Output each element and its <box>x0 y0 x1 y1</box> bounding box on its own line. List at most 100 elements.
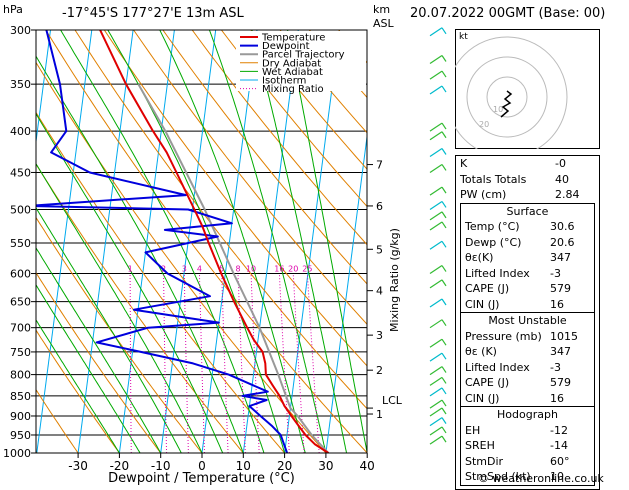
row-value: 30.6 <box>550 219 590 235</box>
surface-title: Surface <box>461 204 594 220</box>
row-label: K <box>460 156 467 172</box>
table-row: SREH-14 <box>461 438 594 454</box>
row-value: 20.6 <box>550 235 590 251</box>
wind-barb <box>430 132 442 140</box>
temp-tick-label: 40 <box>360 459 375 473</box>
lcl-label: LCL <box>382 394 403 407</box>
pressure-tick-label: 600 <box>10 268 31 281</box>
row-value: 347 <box>550 344 590 360</box>
row-value: 60° <box>550 454 590 470</box>
wind-barb-flag <box>442 201 446 207</box>
wind-barb <box>430 212 442 220</box>
wind-barb <box>430 367 442 375</box>
table-row: EH-12 <box>461 423 594 439</box>
row-value: -3 <box>550 266 590 282</box>
row-label: EH <box>465 423 480 439</box>
row-value: -0 <box>555 156 595 172</box>
wind-barb <box>430 299 442 307</box>
wind-barb-flag <box>442 388 446 394</box>
wind-barb <box>430 353 442 361</box>
wind-barb <box>430 222 442 230</box>
wind-barb <box>430 241 442 249</box>
wind-barb <box>430 280 442 288</box>
hodograph-title: Hodograph <box>461 407 594 423</box>
wind-barb-flag <box>442 400 446 406</box>
row-label: Lifted Index <box>465 360 530 376</box>
pressure-tick-label: 550 <box>10 237 31 250</box>
wind-barb-flag <box>442 86 446 92</box>
x-axis-title: Dewpoint / Temperature (°C) <box>108 471 295 486</box>
row-label: PW (cm) <box>460 187 506 203</box>
table-row: CIN (J)16 <box>461 297 594 313</box>
wind-barb-flag <box>442 339 446 345</box>
row-value: 16 <box>550 391 590 407</box>
wind-barb-flag <box>442 266 446 272</box>
temp-tick-label: -30 <box>68 459 88 473</box>
table-row: Lifted Index-3 <box>461 360 594 376</box>
row-label: CAPE (J) <box>465 375 509 391</box>
wind-barb-flag <box>442 320 446 326</box>
table-row: PW (cm)2.84 <box>456 187 599 203</box>
wind-barb <box>430 400 442 408</box>
isotherm-line <box>0 30 9 453</box>
wind-barb-flag <box>442 427 446 433</box>
mixing-ratio-label: 8 <box>235 265 240 274</box>
mixing-ratio-label: 20 <box>288 265 298 274</box>
mixing-ratio-label: 3 <box>182 265 187 274</box>
wind-barb <box>430 418 442 426</box>
most-unstable-title: Most Unstable <box>461 313 594 329</box>
row-label: CIN (J) <box>465 297 499 313</box>
pressure-tick-label: 850 <box>10 390 31 403</box>
row-value: 347 <box>550 250 590 266</box>
hodograph-ring-label: 20 <box>479 120 489 129</box>
wind-barb <box>430 408 442 416</box>
wind-barb-flag <box>442 418 446 424</box>
wet-adiabat-line <box>61 30 264 453</box>
wind-barb-flag <box>442 436 446 442</box>
row-label: Dewp (°C) <box>465 235 521 251</box>
wind-barb-flag <box>442 55 446 61</box>
table-row: Pressure (mb)1015 <box>461 329 594 345</box>
wind-barb-flag <box>442 132 446 138</box>
row-label: CIN (J) <box>465 391 499 407</box>
mixing-ratio-label: 1 <box>128 265 133 274</box>
isotherm-line <box>326 30 381 453</box>
pressure-tick-label: 500 <box>10 203 31 216</box>
dewpoint-profile <box>28 30 288 453</box>
pressure-tick-label: 900 <box>10 410 31 423</box>
wind-barb <box>430 388 442 396</box>
wind-barb-flag <box>442 377 446 383</box>
wind-barb-flag <box>442 71 446 77</box>
row-label: Lifted Index <box>465 266 530 282</box>
wind-barb <box>430 71 442 79</box>
wind-barb <box>430 320 442 328</box>
row-value: 579 <box>550 375 590 391</box>
km-tick-label: 3 <box>376 329 383 342</box>
mixing-ratio-line <box>222 274 228 454</box>
km-tick-label: 5 <box>376 243 383 256</box>
pressure-tick-label: 700 <box>10 322 31 335</box>
table-row: Lifted Index -3 <box>461 266 594 282</box>
row-label: Totals Totals <box>460 172 526 188</box>
wind-barb-flag <box>442 212 446 218</box>
row-value: 579 <box>550 281 590 297</box>
table-row: CAPE (J) 579 <box>461 375 594 391</box>
wind-barb-flag <box>442 28 446 34</box>
hodograph-frame <box>456 30 600 149</box>
wind-barb-flag <box>442 367 446 373</box>
wind-barb-flag <box>442 222 446 228</box>
wind-barb-flag <box>442 299 446 305</box>
wind-barb <box>430 55 442 63</box>
pressure-tick-label: 800 <box>10 369 31 382</box>
km-tick-label: 2 <box>376 364 383 377</box>
row-label: θε(K) <box>465 250 493 266</box>
mixing-ratio-label: 10 <box>246 265 256 274</box>
table-row: θε (K)347 <box>461 344 594 360</box>
pressure-tick-label: 650 <box>10 296 31 309</box>
